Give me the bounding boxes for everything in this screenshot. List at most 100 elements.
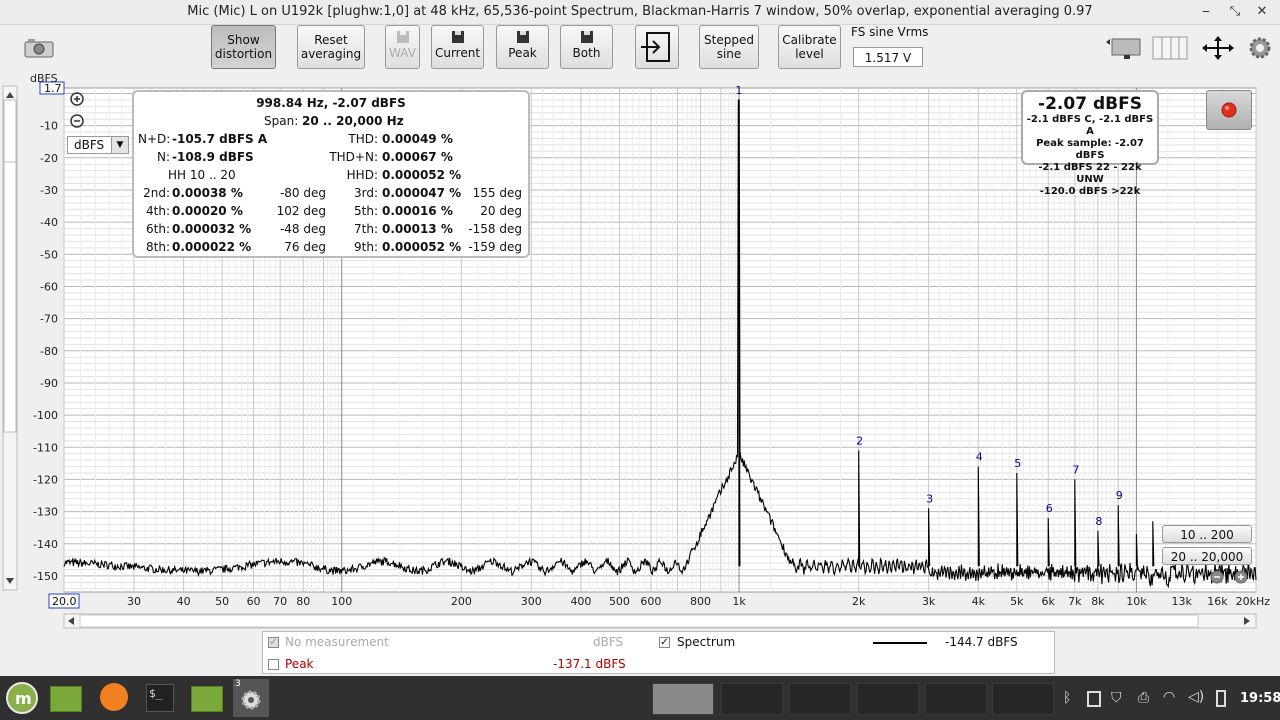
harmonic-label: 3	[926, 492, 933, 505]
firefox-icon[interactable]	[100, 683, 128, 711]
harmonic-d2-3: -158 deg	[468, 222, 522, 236]
x-tick-label: 6k	[1042, 595, 1056, 608]
y-top-box[interactable]	[39, 81, 65, 95]
battery-icon[interactable]	[1216, 690, 1226, 707]
files-icon[interactable]	[191, 686, 223, 712]
spectrum-label: Spectrum	[677, 635, 736, 649]
show-distortion-button[interactable]: Show distortion	[211, 25, 276, 69]
y-tick-label: -150	[33, 570, 58, 583]
current-button[interactable]: Current	[431, 25, 484, 69]
harmonic-d1-1: -80 deg	[279, 186, 326, 200]
harmonic-v2-2: 0.00016 %	[382, 204, 453, 218]
reset-averaging-button[interactable]: Reset averaging	[297, 25, 365, 69]
vertical-scroll-thumb-lower[interactable]	[3, 161, 17, 433]
scroll-up-icon[interactable]	[6, 92, 14, 98]
x-tick-label: 300	[521, 595, 542, 608]
printer-icon[interactable]: ⎙	[1138, 690, 1150, 706]
rew-app-icon[interactable]	[233, 679, 269, 717]
peak-checkbox[interactable]	[268, 659, 279, 670]
gear-icon[interactable]	[1248, 36, 1272, 60]
harmonic-d2-1: 155 deg	[472, 186, 522, 200]
svg-text:m: m	[15, 689, 32, 708]
horizontal-scroll-thumb[interactable]	[79, 614, 1199, 628]
x-start-box[interactable]	[48, 593, 80, 609]
thd-value: 0.00049 %	[382, 132, 453, 146]
y-tick-label: -100	[33, 409, 58, 422]
close-icon[interactable]: ✕	[1256, 4, 1268, 19]
spectrum-checkbox[interactable]: ✓	[659, 637, 670, 648]
wav-button[interactable]: WAV	[385, 25, 420, 69]
workspace-4[interactable]	[857, 683, 919, 715]
wifi-icon[interactable]: ◠	[1163, 689, 1176, 705]
both-button[interactable]: Both	[560, 25, 613, 69]
zoom-out-bottom-icon[interactable]	[1210, 570, 1224, 584]
columns-icon[interactable]	[1152, 36, 1188, 60]
menu-icon[interactable]: m	[6, 682, 38, 714]
scroll-right-icon[interactable]	[1244, 617, 1250, 625]
workspace-6[interactable]	[992, 683, 1054, 715]
restore-icon[interactable]: ⤡	[1229, 4, 1241, 19]
no-measurement-unit: dBFS	[593, 635, 624, 649]
workspace-3[interactable]	[789, 683, 851, 715]
span-value: 20 .. 20,000 Hz	[302, 114, 404, 128]
y-tick-label: -50	[40, 248, 58, 261]
workspace-1[interactable]	[652, 683, 714, 715]
scroll-down-icon[interactable]	[6, 578, 14, 584]
calibrate-level-button[interactable]: Calibrate level	[778, 25, 841, 69]
graph-layout-icon[interactable]	[1104, 36, 1142, 60]
zoom-range-20-20000-button[interactable]: 20 .. 20,000	[1162, 547, 1252, 565]
dbfs-select[interactable]: dBFS ▼	[67, 136, 129, 154]
no-measurement-checkbox[interactable]: ✓	[268, 637, 279, 648]
harmonic-v2-4: 0.000052 %	[382, 240, 462, 254]
record-button[interactable]	[1206, 90, 1252, 130]
harmonic-v1-1: 0.00038 %	[172, 186, 243, 200]
current-label: Current	[434, 46, 481, 60]
peak-button[interactable]: Peak	[496, 25, 549, 69]
scroll-left-icon[interactable]	[68, 617, 74, 625]
harmonic-d2-2: 20 deg	[480, 204, 522, 218]
stepped-sine-button[interactable]: Stepped sine	[699, 25, 759, 69]
bluetooth-icon[interactable]: ᛒ	[1063, 690, 1072, 706]
zoom-out-icon[interactable]	[70, 114, 84, 128]
harmonic-label: 9	[1116, 489, 1123, 502]
input-select-button[interactable]	[635, 25, 679, 69]
shield-icon[interactable]: ⛉	[1111, 690, 1122, 706]
y-tick-label: -110	[33, 441, 58, 454]
show-desktop-icon[interactable]	[50, 686, 82, 712]
camera-icon[interactable]	[24, 38, 54, 58]
x-tick-label: 20kHz	[1236, 595, 1271, 608]
y-tick-label: -70	[40, 313, 58, 326]
fs-sine-value[interactable]: 1.517 V	[853, 47, 923, 67]
hhd-value: 0.000052 %	[382, 168, 462, 182]
harmonic-l2-3: 7th:	[354, 222, 378, 236]
x-tick-label: 3k	[922, 595, 936, 608]
thd-label: THD:	[348, 132, 378, 146]
clock[interactable]: 19:58	[1240, 691, 1280, 706]
y-tick-label: -60	[40, 280, 58, 293]
harmonic-v1-3: 0.000032 %	[172, 222, 252, 236]
zoom-in-icon[interactable]	[70, 92, 84, 106]
harmonic-l2-2: 5th:	[354, 204, 378, 218]
x-tick-label: 400	[570, 595, 591, 608]
y-tick-label: -30	[40, 184, 58, 197]
save-icon	[580, 30, 594, 44]
harmonic-d1-2: 102 deg	[276, 204, 326, 218]
workspace-2[interactable]	[721, 683, 783, 715]
x-tick-label: 40	[177, 595, 191, 608]
nd-value: -105.7 dBFS A	[172, 132, 268, 146]
workspace-5[interactable]	[925, 683, 987, 715]
vertical-scroll-thumb[interactable]	[3, 99, 17, 163]
legend-panel: ✓ No measurement dBFS ✓ Spectrum -144.7 …	[262, 631, 1055, 674]
record-icon	[1221, 102, 1237, 118]
y-tick-label: -90	[40, 377, 58, 390]
move-icon[interactable]	[1201, 36, 1235, 60]
terminal-icon[interactable]: $_	[146, 684, 174, 712]
x-tick-label: 50	[215, 595, 229, 608]
nd-label: N+D:	[138, 132, 171, 146]
volume-icon[interactable]: ◁)	[1188, 689, 1205, 705]
clipboard-icon[interactable]	[1087, 691, 1101, 707]
zoom-range-10-200-button[interactable]: 10 .. 200	[1162, 525, 1252, 543]
minimize-icon[interactable]: ⎯	[1202, 4, 1210, 19]
harmonic-label: 7	[1072, 463, 1079, 476]
zoom-in-bottom-icon[interactable]	[1234, 570, 1248, 584]
